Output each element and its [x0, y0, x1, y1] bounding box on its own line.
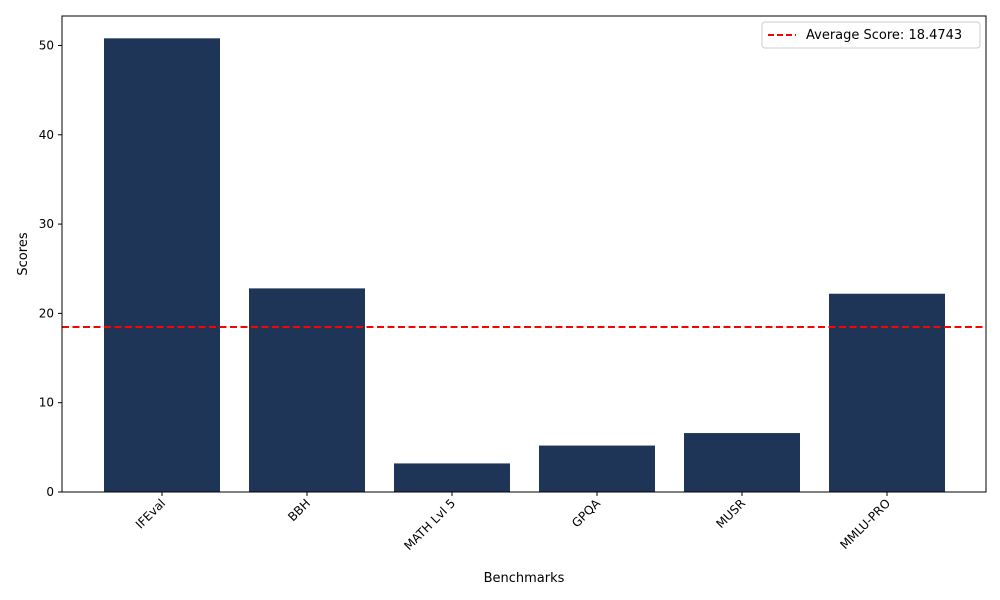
x-tick-label: MMLU-PRO	[837, 496, 893, 552]
plot-frame	[61, 15, 987, 493]
y-tick-label: 50	[39, 38, 54, 52]
y-axis-label: Scores	[16, 232, 31, 275]
axes-group	[61, 15, 987, 493]
x-tick-label: GPQA	[569, 496, 604, 531]
x-axis-label: Benchmarks	[484, 571, 565, 586]
bar-musr	[684, 433, 800, 492]
y-tick-label: 30	[39, 217, 54, 231]
x-ticks-group: IFEval BBH MATH Lvl 5 GPQA MUSR MMLU-PRO	[133, 492, 893, 553]
y-tick-label: 10	[39, 396, 54, 410]
bar-bbh	[249, 288, 365, 492]
y-tick-label: 40	[39, 128, 54, 142]
x-tick-label: MATH Lvl 5	[401, 496, 458, 553]
bar-ifeval	[104, 38, 220, 493]
bar-mmlu-pro	[829, 293, 945, 492]
bars-group	[104, 38, 945, 493]
legend: Average Score: 18.4743	[761, 21, 981, 49]
x-tick-label: MUSR	[713, 496, 748, 531]
bar-gpqa	[539, 445, 655, 492]
x-tick-label: BBH	[285, 496, 313, 524]
y-ticks-group: 0 10 20 30 40 50	[39, 38, 62, 499]
y-tick-label: 20	[39, 306, 54, 320]
legend-label: Average Score: 18.4743	[806, 28, 962, 43]
x-tick-label: IFEval	[133, 496, 168, 531]
legend-frame	[761, 21, 981, 49]
y-tick-label: 0	[46, 485, 54, 499]
bar-math-lvl-5	[394, 463, 510, 492]
